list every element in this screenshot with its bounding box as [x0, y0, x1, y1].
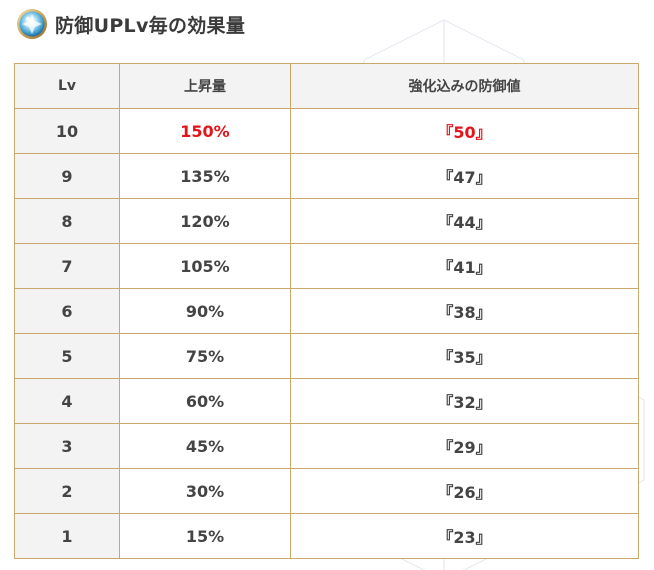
column-header-lv: Lv — [14, 63, 120, 109]
table-row: 5 75% 『35』 — [14, 333, 639, 379]
cell-lv: 4 — [14, 378, 120, 424]
cell-lv: 10 — [14, 108, 120, 154]
cell-lv: 6 — [14, 288, 120, 334]
cell-lv: 7 — [14, 243, 120, 289]
table-row: 10 150% 『50』 — [14, 108, 639, 154]
cell-lv: 1 — [14, 513, 120, 559]
cell-defense: 『35』 — [290, 333, 639, 379]
cell-defense: 『41』 — [290, 243, 639, 289]
cell-increase: 120% — [119, 198, 291, 244]
crystal-orb-icon — [16, 8, 48, 40]
cell-increase: 30% — [119, 468, 291, 514]
cell-defense: 『32』 — [290, 378, 639, 424]
page-title: 防御UPLv毎の効果量 — [55, 14, 246, 37]
page-header: 防御UPLv毎の効果量 — [16, 7, 245, 41]
cell-lv: 3 — [14, 423, 120, 469]
table-row: 9 135% 『47』 — [14, 153, 639, 199]
cell-lv: 2 — [14, 468, 120, 514]
effect-table: Lv 上昇量 強化込みの防御値 10 150% 『50』 9 135% 『47』 8 120%… — [14, 63, 639, 559]
table-row: 1 15% 『23』 — [14, 513, 639, 559]
cell-lv: 8 — [14, 198, 120, 244]
table-row: 2 30% 『26』 — [14, 468, 639, 514]
column-header-increase: 上昇量 — [119, 63, 291, 109]
cell-defense: 『44』 — [290, 198, 639, 244]
cell-increase: 135% — [119, 153, 291, 199]
table-body: 10 150% 『50』 9 135% 『47』 8 120% 『44』 7 105% 『41』 6 90… — [14, 108, 639, 559]
column-header-defense: 強化込みの防御値 — [290, 63, 639, 109]
table-row: 4 60% 『32』 — [14, 378, 639, 424]
cell-defense: 『50』 — [290, 108, 639, 154]
cell-increase: 150% — [119, 108, 291, 154]
table-row: 8 120% 『44』 — [14, 198, 639, 244]
cell-increase: 90% — [119, 288, 291, 334]
cell-defense: 『23』 — [290, 513, 639, 559]
table-header-row: Lv 上昇量 強化込みの防御値 — [14, 63, 639, 109]
cell-increase: 45% — [119, 423, 291, 469]
cell-increase: 15% — [119, 513, 291, 559]
cell-defense: 『38』 — [290, 288, 639, 334]
cell-lv: 5 — [14, 333, 120, 379]
cell-increase: 75% — [119, 333, 291, 379]
table-row: 6 90% 『38』 — [14, 288, 639, 334]
cell-defense: 『29』 — [290, 423, 639, 469]
cell-defense: 『47』 — [290, 153, 639, 199]
table-row: 7 105% 『41』 — [14, 243, 639, 289]
table-row: 3 45% 『29』 — [14, 423, 639, 469]
cell-defense: 『26』 — [290, 468, 639, 514]
cell-increase: 60% — [119, 378, 291, 424]
cell-increase: 105% — [119, 243, 291, 289]
cell-lv: 9 — [14, 153, 120, 199]
